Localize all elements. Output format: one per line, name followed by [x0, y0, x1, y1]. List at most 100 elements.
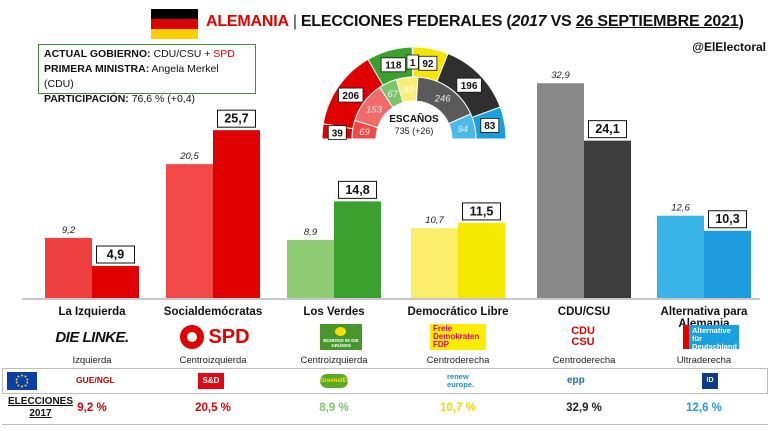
turnout-value: 76,6 % (+0,4): [131, 93, 196, 105]
bar-label-2021: 25,7: [224, 112, 248, 126]
party-name: La Izquierda: [58, 306, 126, 318]
bar-label-2021: 24,1: [595, 122, 619, 136]
seats-outer-label-box: [480, 118, 500, 133]
cdu-csu-logo: CDU CSU: [518, 323, 648, 351]
bar-label-2021: 10,3: [715, 212, 739, 226]
title-date-now: 26 SEPTIEMBRE 2021: [575, 13, 739, 30]
flag-stripe-gold: [151, 29, 198, 39]
result-2017: 9,2 %: [77, 402, 107, 414]
title-separator: |: [292, 13, 297, 30]
gov-value-spd: SPD: [213, 48, 235, 60]
bar-2021: [458, 222, 505, 298]
pm-label: PRIMERA MINISTRA:: [44, 63, 150, 75]
fdp-logo-text: Freie Demokraten FDP: [430, 324, 486, 350]
pm-value: Angela Merkel (CDU): [44, 63, 219, 90]
seats-outer-label: 39: [332, 128, 344, 139]
flag-stripe-black: [151, 9, 198, 19]
eu-group-gue-ngl: GUE/NGL: [76, 375, 115, 385]
bar-label-box-2021: [708, 210, 747, 229]
title-vs: VS: [546, 13, 576, 30]
result-2017: 20,5 %: [195, 402, 231, 414]
greens-logo-text: BÜNDNIS 90 DIE GRÜNEN: [323, 338, 359, 348]
cdu-csu-logo-text: CDU CSU: [571, 325, 595, 348]
eu-flag-icon: [7, 372, 37, 390]
seats-outer-label: 118: [385, 61, 402, 72]
chart-title: ALEMANIA | ELECCIONES FEDERALES (2017 VS 2…: [206, 13, 744, 31]
seats-inner-label: 246: [434, 93, 452, 104]
party-name: Los Verdes: [303, 306, 365, 318]
bar-label-2017: 10,7: [425, 215, 444, 226]
seats-outer-label-box: [380, 57, 407, 73]
germany-flag-icon: [151, 9, 198, 39]
turnout-label: PARTICIPACIÓN:: [44, 93, 129, 105]
x-axis-line: [22, 298, 760, 300]
bar-2021: [213, 130, 260, 298]
eu-group-renew: renew europe.: [447, 372, 475, 389]
party-ideology: Centroderecha: [552, 355, 616, 366]
party-name: CDU/CSU: [557, 306, 611, 318]
party-ideology: Centroizquierda: [300, 355, 368, 366]
party-name: Socialdemócratas: [163, 306, 263, 318]
die-linke-logo-text: DIE LINKE.: [55, 328, 129, 346]
seats-outer-label-box: [418, 55, 438, 71]
seats-outer-label-box: [456, 77, 482, 93]
bar-2017: [411, 228, 458, 298]
seats-inner-label: 69: [359, 127, 370, 138]
party-ideology: Centroizquierda: [179, 355, 247, 366]
bar-2021: [704, 230, 751, 298]
party-ideology: Centroderecha: [426, 355, 490, 366]
flag-stripe-red: [151, 19, 198, 29]
result-2017: 12,6 %: [686, 402, 722, 414]
bar-label-2017: 20,5: [179, 151, 199, 162]
eu-groups-row: [2, 368, 768, 394]
seats-outer-label-box: [327, 125, 347, 140]
bar-label-box-2021: [217, 109, 256, 128]
elections-label-line2: 2017: [29, 408, 52, 419]
afd-logo-text: Alternative für Deutschland: [683, 325, 739, 349]
spd-rose-icon: [180, 325, 205, 349]
bottom-divider: [2, 424, 768, 425]
eu-group-sd: S&D: [198, 373, 224, 389]
bar-label-box-2021: [462, 202, 501, 221]
bar-label-2017: 12,6: [671, 203, 690, 214]
seats-hemicycle: 69 153 67 80 246 94 39 206 118 1 92 196 83 ESCAÑOS735…: [321, 46, 507, 140]
title-country: ALEMANIA: [206, 13, 289, 30]
gov-label: ACTUAL GOBIERNO:: [44, 48, 151, 60]
greens-logo: BÜNDNIS 90 DIE GRÜNEN: [276, 323, 406, 351]
afd-logo: Alternative für Deutschland: [646, 323, 776, 351]
spd-logo-text: SPD: [208, 325, 250, 348]
bar-2017: [287, 239, 334, 298]
seats-inner-label: 80: [403, 85, 414, 96]
bar-label-2017: 32,9: [551, 70, 570, 81]
result-2017: 10,7 %: [440, 402, 476, 414]
seats-inner-label: 153: [366, 104, 383, 115]
bar-2021: [334, 201, 381, 298]
bar-label-2017: 9,2: [62, 225, 76, 236]
bar-2017: [537, 83, 584, 299]
seats-total: 735 (+26): [395, 126, 434, 136]
info-box: ACTUAL GOBIERNO: CDU/CSU + SPD PRIMERA M…: [38, 44, 256, 105]
spd-logo: SPD: [150, 323, 280, 351]
bar-2021: [92, 266, 139, 298]
seats-outer-label-box: [406, 54, 419, 70]
seats-outer-label-box: [338, 87, 364, 103]
bar-2017: [166, 164, 213, 298]
seats-inner-label: 67: [387, 89, 398, 100]
fdp-logo: Freie Demokraten FDP: [393, 323, 523, 351]
gov-value: CDU/CSU +: [153, 48, 214, 60]
bar-chart: 9,2 4,9 20,5 25,7 8,9 14,8 10,7 11,5 32,9 24,1 12,…: [45, 70, 751, 299]
eu-group-id: ID: [702, 373, 718, 389]
greens-logo-box: BÜNDNIS 90 DIE GRÜNEN: [320, 324, 362, 350]
pm-line: PRIMERA MINISTRA: Angela Merkel (CDU): [44, 62, 250, 92]
seats-outer-label: 196: [461, 81, 478, 92]
seats-outer-label: 92: [422, 59, 434, 70]
die-linke-logo: DIE LINKE.: [27, 323, 157, 351]
author-handle: @ElElectoral: [692, 40, 766, 54]
seats-inner-segment: [448, 113, 477, 140]
seats-outer-label: 83: [484, 121, 496, 132]
result-2017: 32,9 %: [566, 402, 602, 414]
title-year-prev: 2017: [511, 13, 547, 30]
bar-2017: [45, 237, 92, 298]
title-prefix: ELECCIONES FEDERALES (: [300, 13, 512, 30]
